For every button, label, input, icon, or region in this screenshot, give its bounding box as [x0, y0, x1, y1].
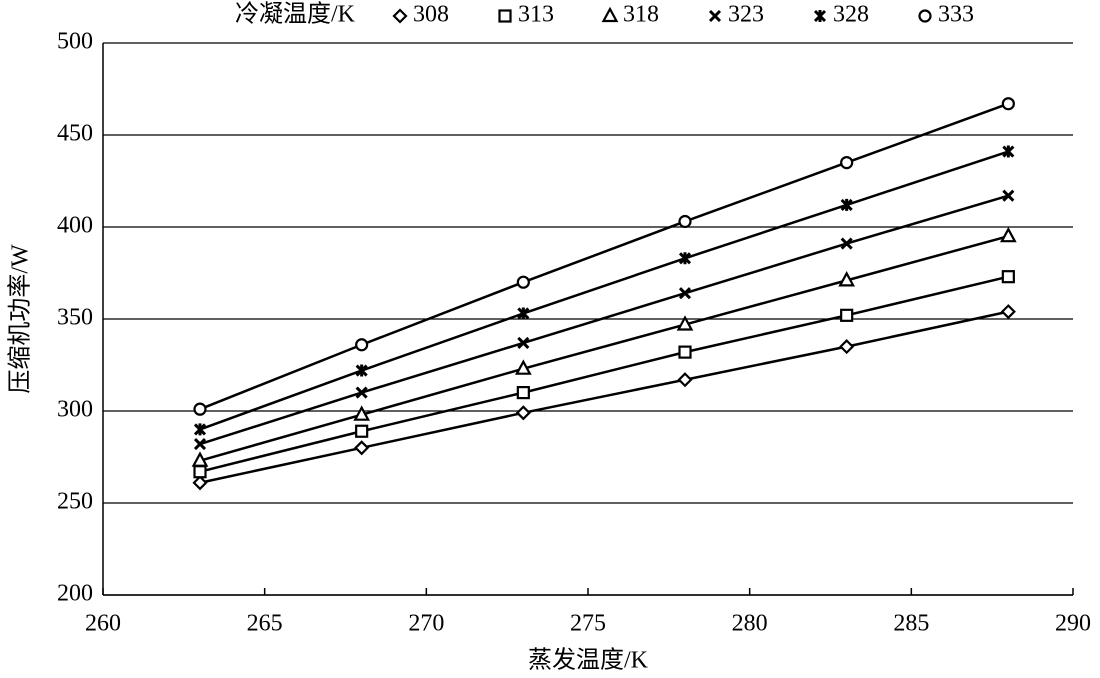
- y-tick-label: 500: [57, 29, 93, 55]
- data-point: [999, 226, 1017, 243]
- data-point: [678, 214, 692, 229]
- y-tick-label: 200: [57, 581, 93, 607]
- data-point: [516, 275, 530, 289]
- data-point: [193, 438, 207, 451]
- data-point: [840, 308, 854, 322]
- legend-title: 冷凝温度/K: [235, 1, 356, 28]
- x-axis-label: 蒸发温度/K: [528, 647, 649, 674]
- x-tick-label: 285: [893, 611, 929, 637]
- series-line: [199, 102, 1009, 411]
- data-point: [355, 364, 368, 377]
- data-point: [1000, 304, 1016, 320]
- data-point: [517, 336, 530, 349]
- legend-marker: [498, 9, 512, 23]
- legend-label: 318: [623, 2, 659, 28]
- data-point: [515, 405, 531, 421]
- data-point: [516, 386, 530, 400]
- data-point: [191, 451, 209, 467]
- data-point: [355, 424, 369, 438]
- data-point: [192, 475, 208, 491]
- data-point: [1002, 145, 1015, 158]
- legend-marker: [708, 9, 722, 23]
- data-point: [676, 315, 694, 331]
- data-point: [678, 345, 692, 359]
- data-point: [517, 307, 530, 320]
- data-point: [353, 405, 371, 421]
- data-point: [1001, 270, 1015, 284]
- y-tick-label: 300: [57, 397, 93, 423]
- data-point: [677, 372, 693, 388]
- y-tick-label: 400: [57, 213, 93, 239]
- data-point: [840, 198, 853, 211]
- data-point: [678, 287, 692, 300]
- legend-marker: [601, 6, 619, 23]
- data-point: [840, 237, 853, 250]
- series-line: [199, 150, 1009, 431]
- legend-marker: [392, 8, 408, 24]
- data-point: [1001, 97, 1015, 111]
- data-point: [678, 252, 692, 265]
- data-point: [839, 339, 855, 355]
- data-point: [838, 271, 856, 287]
- x-tick-label: 270: [408, 611, 444, 637]
- legend-label: 308: [413, 2, 449, 28]
- y-axis-label: 压缩机功率/W: [7, 244, 34, 394]
- data-point: [355, 386, 368, 399]
- legend-marker: [918, 9, 932, 23]
- x-tick-label: 265: [247, 611, 283, 637]
- data-point: [193, 465, 207, 479]
- x-tick-label: 290: [1055, 611, 1091, 637]
- legend-label: 313: [518, 2, 554, 28]
- legend-label: 333: [938, 2, 974, 28]
- data-point: [193, 402, 207, 416]
- series-line: [199, 275, 1009, 473]
- series-line: [199, 234, 1009, 462]
- legend-label: 328: [833, 2, 869, 28]
- legend-marker: [813, 9, 827, 23]
- data-point: [193, 423, 207, 436]
- x-tick-label: 280: [732, 611, 768, 637]
- data-point: [354, 440, 370, 456]
- y-tick-label: 250: [57, 489, 93, 515]
- legend-label: 323: [728, 2, 764, 28]
- x-tick-label: 275: [570, 611, 606, 637]
- data-point: [840, 156, 854, 170]
- x-tick-label: 260: [85, 611, 121, 637]
- y-tick-label: 450: [57, 121, 93, 147]
- data-point: [514, 359, 532, 375]
- series-line: [199, 194, 1009, 446]
- data-point: [355, 338, 369, 352]
- y-tick-label: 350: [57, 305, 93, 331]
- data-point: [1002, 189, 1015, 202]
- series-line: [199, 310, 1009, 484]
